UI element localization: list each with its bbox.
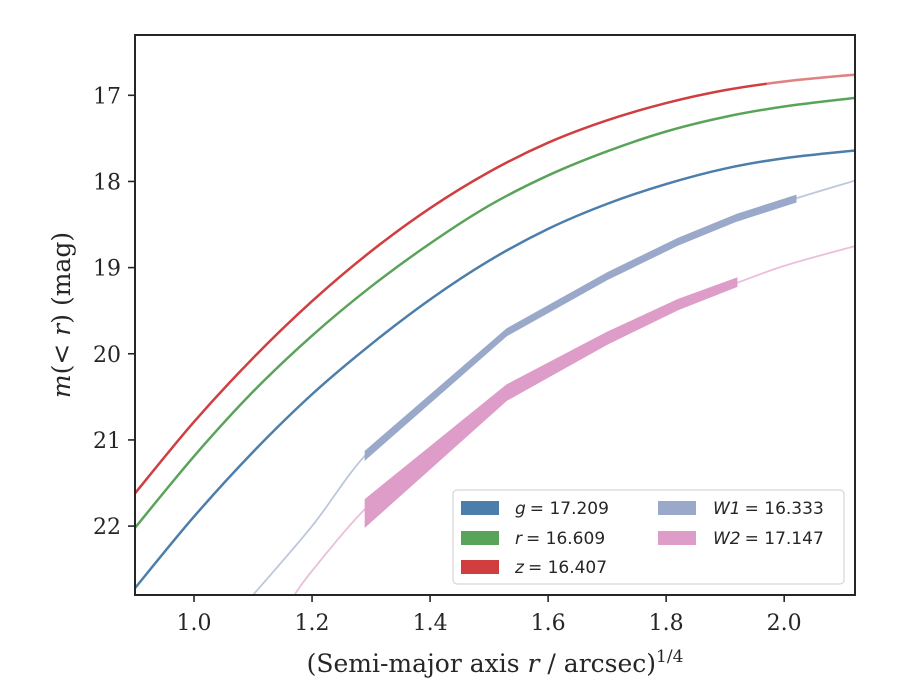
y-tick-label: 20: [93, 343, 121, 368]
x-tick-label: 1.2: [295, 611, 330, 636]
x-tick-label: 2.0: [767, 611, 802, 636]
legend-entry-z: z = 16.407: [461, 558, 607, 578]
legend-label-z: z = 16.407: [514, 558, 607, 578]
series-band-w1: [364, 194, 797, 461]
legend-label-w2: W2 = 17.147: [713, 529, 824, 549]
series-band-w2: [364, 277, 738, 529]
y-tick-label: 17: [93, 84, 121, 109]
x-tick-label: 1.4: [413, 611, 448, 636]
legend-entry-g: g = 17.209: [461, 499, 609, 519]
x-axis-label: (Semi-major axis r / arcsec)1/4: [307, 647, 684, 678]
y-axis-label: m(< r) (mag): [47, 232, 76, 398]
legend-entry-r: r = 16.609: [461, 529, 605, 549]
legend: g = 17.209 r = 16.609 z = 16.407 W1 = 16.333…: [452, 489, 845, 585]
legend-label-r: r = 16.609: [515, 529, 605, 549]
legend-swatch-z: [461, 560, 499, 574]
series-line-z: [135, 73, 855, 495]
y-tick-label: 19: [93, 257, 121, 282]
legend-frame: [452, 489, 845, 585]
legend-swatch-w2: [658, 531, 696, 545]
y-tick-label: 22: [93, 515, 121, 540]
x-tick-label: 1.0: [177, 611, 212, 636]
plot-frame: [134, 34, 856, 596]
y-tick-label: 18: [93, 170, 121, 195]
legend-swatch-g: [461, 501, 499, 515]
x-tick-label: 1.6: [531, 611, 566, 636]
ticks-layer: 1.0 1.2 1.4 1.6 1.8 2.0 17 18 19 20 21 22: [93, 84, 802, 636]
series-line-g: [135, 149, 855, 590]
legend-swatch-w1: [658, 501, 696, 515]
series-line-r: [135, 96, 855, 530]
legend-entry-w1: W1 = 16.333: [658, 499, 824, 519]
legend-label-g: g = 17.209: [515, 499, 609, 519]
x-tick-label: 1.8: [649, 611, 684, 636]
y-tick-label: 21: [93, 429, 121, 454]
legend-swatch-r: [461, 531, 499, 545]
series-layer: [135, 73, 855, 595]
legend-label-w1: W1 = 16.333: [713, 499, 824, 519]
legend-entry-w2: W2 = 17.147: [658, 529, 824, 549]
